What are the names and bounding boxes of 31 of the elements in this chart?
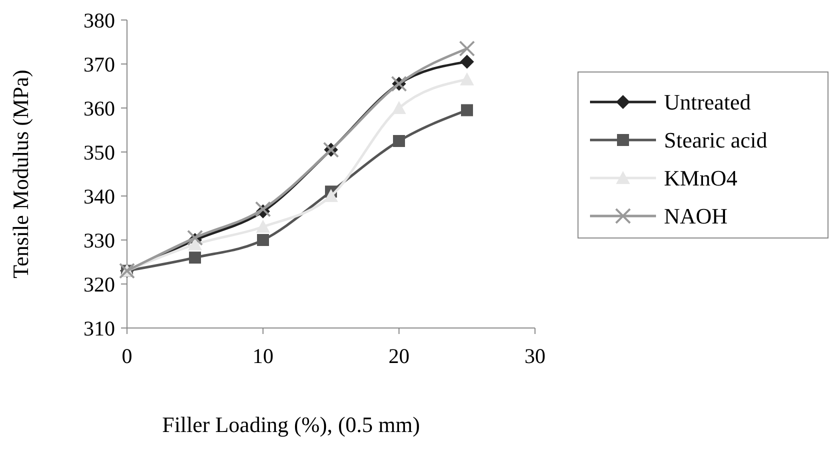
point: [460, 72, 474, 86]
y-tick-label: 380: [84, 8, 115, 32]
point: [188, 237, 202, 250]
point: [187, 230, 203, 246]
legend-label: Untreated: [664, 90, 751, 115]
y-tick-label: 320: [84, 272, 115, 296]
point: [460, 54, 474, 69]
point: [459, 40, 475, 57]
point: [393, 135, 405, 147]
point: [189, 252, 201, 264]
point: [392, 101, 406, 114]
x-tick-label: 0: [122, 344, 132, 368]
y-axis-title: Tensile Modulus (MPa): [8, 70, 33, 278]
y-tick-label: 330: [84, 228, 115, 252]
y-tick-label: 370: [84, 52, 115, 76]
legend-label: NAOH: [664, 204, 728, 229]
y-tick-label: 350: [84, 140, 115, 164]
x-tick-label: 20: [388, 344, 410, 368]
y-tick-label: 360: [84, 96, 115, 120]
point: [461, 104, 473, 116]
point: [256, 220, 270, 233]
legend-label: Stearic acid: [664, 128, 768, 153]
y-tick-label: 340: [84, 184, 115, 208]
x-axis-title: Filler Loading (%), (0.5 mm): [162, 412, 420, 437]
x-tick-label: 10: [252, 344, 274, 368]
y-tick-label: 310: [84, 316, 115, 340]
legend-label: KMnO4: [664, 166, 738, 191]
point: [324, 189, 338, 202]
x-tick-label: 30: [524, 344, 546, 368]
point: [257, 234, 269, 246]
point: [255, 201, 271, 218]
